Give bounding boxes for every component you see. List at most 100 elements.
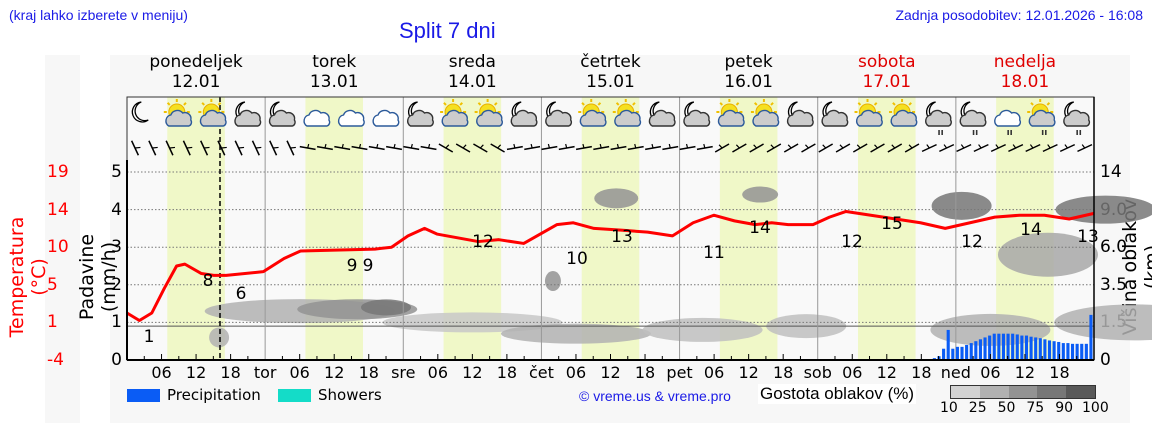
tick-label: 2 (111, 274, 122, 295)
density-tick: 10 (940, 400, 958, 416)
moon-cloud-icon (545, 101, 573, 127)
temp-axis-panel (45, 55, 80, 423)
temp-value-label: 11 (703, 243, 725, 263)
temp-value-label: 6 (236, 284, 247, 304)
showers-swatch (278, 389, 311, 402)
day-abbr-label: ned (941, 363, 971, 382)
temperature-line (126, 209, 1095, 323)
showers-legend-label: Showers (318, 386, 382, 404)
copyright-link[interactable]: © vreme.us & vreme.pro (579, 388, 731, 404)
day-abbr-label: tor (254, 363, 277, 382)
density-tick: 25 (968, 400, 987, 416)
density-swatch (1066, 386, 1095, 398)
tick-label: 0 (1100, 350, 1111, 370)
day-date: 16.01 (724, 72, 773, 92)
day-header-2: sreda 14.01 (402, 52, 542, 92)
sun-cloud-icon (612, 99, 642, 127)
hour-tick-label: 18 (220, 363, 240, 382)
tick-label: 19 (47, 162, 69, 182)
tick-label: 10 (47, 237, 69, 258)
sun-cloud-icon (578, 99, 607, 127)
svg-text:ıı: ıı (1007, 128, 1013, 138)
temp-value-label: 13 (611, 227, 633, 247)
svg-text:ıı: ıı (1041, 128, 1047, 138)
temp-value-label: 15 (881, 214, 903, 234)
day-name: nedelja (993, 52, 1057, 72)
day-date: 15.01 (586, 72, 635, 92)
grid-lines (127, 97, 1094, 360)
moon-cloud-rain-icon: ıı (959, 101, 987, 138)
hour-tick-label: 18 (635, 363, 655, 382)
hour-tick-label: 18 (359, 363, 379, 382)
hour-tick-label: 12 (600, 363, 620, 382)
day-abbr-label: čet (529, 363, 554, 382)
hour-tick-label: 06 (151, 363, 171, 382)
density-swatch (951, 386, 980, 398)
hour-tick-label: 12 (1015, 363, 1035, 382)
tick-label: 6.0 (1100, 237, 1128, 258)
moon-cloud-icon (268, 101, 296, 127)
tick-label: -4 (47, 350, 64, 370)
day-header-1: torek 13.01 (264, 52, 404, 92)
last-update: Zadnja posodobitev: 12.01.2026 - 16:08 (895, 7, 1143, 23)
day-date: 12.01 (171, 72, 221, 92)
temp-value-label: 12 (961, 232, 983, 252)
temp-value-label: 12 (472, 232, 494, 252)
density-tick: 50 (997, 400, 1016, 416)
day-name: četrtek (580, 52, 641, 72)
temp-value-label: 9 (363, 256, 374, 276)
day-date: 14.01 (448, 72, 497, 92)
density-tick: 75 (1026, 400, 1045, 416)
moon-cloud-icon (683, 101, 711, 127)
temp-value-label: 9 (347, 256, 358, 276)
svg-text:ıı: ıı (938, 128, 944, 138)
hour-tick-label: 06 (428, 363, 448, 382)
svg-text:ıı: ıı (1076, 128, 1082, 138)
sun-cloud-icon (716, 99, 745, 127)
tick-label: 14 (47, 199, 69, 220)
cloud-density-colorbar (950, 385, 1096, 399)
tick-label: 3.5 (1100, 274, 1128, 295)
hour-tick-label: 06 (842, 363, 862, 382)
hour-tick-label: 06 (289, 363, 309, 382)
tick-label: 3 (111, 237, 122, 258)
sun-cloud-rain-icon: ıı (1027, 99, 1056, 138)
temp-value-label: 13 (1077, 227, 1099, 247)
cloud-rain-icon: ıı (994, 109, 1021, 138)
hour-tick-label: 06 (704, 363, 724, 382)
precipitation-legend-label: Precipitation (167, 386, 261, 404)
wind-barbs (130, 140, 1093, 156)
hour-tick-label: 18 (911, 363, 931, 382)
hour-tick-label: 12 (186, 363, 206, 382)
day-abbr-label: pet (666, 363, 692, 382)
location-hint[interactable]: (kraj lahko izberete v meniju) (9, 7, 188, 23)
sun-cloud-icon (440, 99, 469, 127)
density-tick: 90 (1055, 400, 1074, 416)
precipitation-swatch (127, 389, 160, 402)
hour-tick-label: 18 (1049, 363, 1069, 382)
hour-tick-label: 12 (324, 363, 344, 382)
hour-tick-label: 12 (462, 363, 482, 382)
day-date: 18.01 (1000, 72, 1050, 92)
day-name: torek (312, 52, 357, 72)
cloud-icon (337, 109, 365, 127)
day-header-5: sobota 17.01 (817, 52, 957, 92)
sun-cloud-icon (889, 99, 918, 127)
temp-value-label: 8 (203, 271, 214, 291)
density-swatch (1037, 386, 1067, 398)
hour-tick-label: 06 (566, 363, 586, 382)
tick-label: 4 (111, 199, 122, 220)
sun-cloud-icon (750, 99, 780, 127)
moon-cloud-icon (510, 101, 538, 127)
day-header-6: nedelja 18.01 (955, 52, 1095, 92)
moon-cloud-rain-icon: ıı (925, 101, 952, 138)
page-title: Split 7 dni (399, 18, 496, 43)
day-header-0: ponedeljek 12.01 (126, 52, 266, 92)
temp-value-label: 10 (566, 249, 588, 269)
temp-value-label: 12 (841, 232, 863, 252)
density-swatch (979, 386, 1009, 398)
moon-cloud-icon (234, 101, 262, 127)
day-header-4: petek 16.01 (679, 52, 819, 92)
svg-text:ıı: ıı (972, 128, 978, 138)
